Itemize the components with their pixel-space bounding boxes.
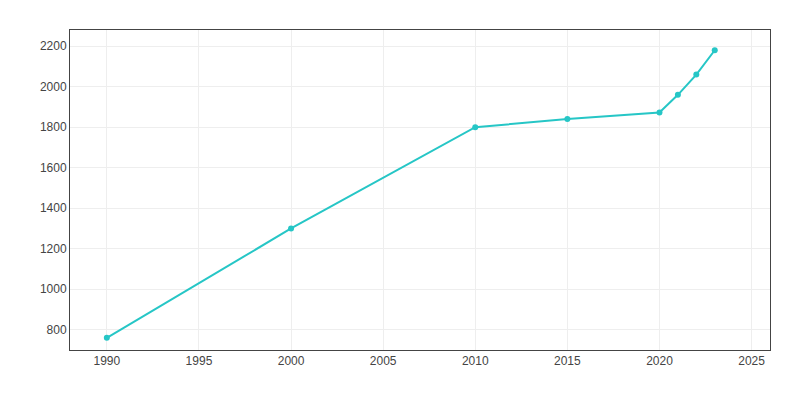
svg-text:2015: 2015 [554,354,581,368]
svg-text:1995: 1995 [186,354,213,368]
svg-text:2020: 2020 [646,354,673,368]
svg-text:2025: 2025 [738,354,765,368]
svg-text:1200: 1200 [40,242,67,256]
svg-text:2000: 2000 [278,354,305,368]
svg-text:2005: 2005 [370,354,397,368]
svg-text:1800: 1800 [40,120,67,134]
svg-text:2000: 2000 [40,80,67,94]
svg-text:2200: 2200 [40,39,67,53]
svg-text:800: 800 [47,323,67,337]
svg-text:1000: 1000 [40,282,67,296]
svg-text:1990: 1990 [93,354,120,368]
svg-text:1600: 1600 [40,161,67,175]
svg-text:1400: 1400 [40,201,67,215]
svg-text:2010: 2010 [462,354,489,368]
